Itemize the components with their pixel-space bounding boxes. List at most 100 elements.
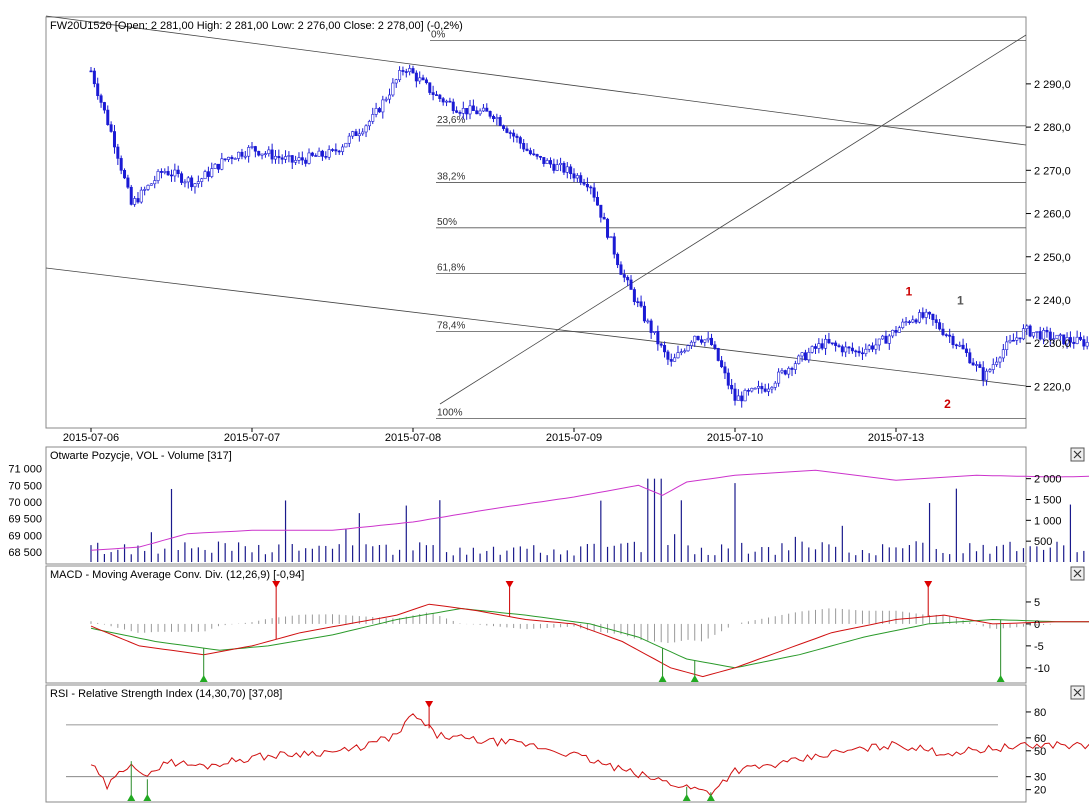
price-candle-body <box>696 335 700 341</box>
price-candle-body <box>92 70 96 85</box>
price-candle-body <box>985 370 989 381</box>
price-candle-body <box>894 329 898 333</box>
price-candle-body <box>743 390 747 402</box>
macd-panel-title: MACD - Moving Average Conv. Div. (12,26,… <box>50 569 304 581</box>
price-candle-body <box>213 163 217 169</box>
price-candle-body <box>243 155 247 158</box>
price-candle-body <box>763 388 767 392</box>
rsi-buy-signal-marker <box>682 794 691 801</box>
price-candle-body <box>820 343 824 349</box>
price-candle-body <box>736 395 740 401</box>
price-candle-body <box>767 388 771 392</box>
price-candle-body <box>267 149 271 154</box>
price-candle-body <box>881 335 885 340</box>
price-candle-body <box>585 183 589 188</box>
price-candle-body <box>106 109 110 125</box>
price-candle-body <box>1025 325 1029 329</box>
price-candle-body <box>200 178 204 182</box>
price-candle-body <box>143 189 147 191</box>
price-candle-body <box>123 169 127 179</box>
price-candle-body <box>431 92 435 95</box>
price-candle-body <box>247 147 251 157</box>
price-candle-body <box>153 180 157 185</box>
price-candle-body <box>297 157 301 161</box>
price-candle-body <box>582 182 586 185</box>
macd-buy-signal-marker <box>658 675 667 682</box>
price-candle-body <box>606 218 610 238</box>
price-candle-body <box>428 82 432 93</box>
price-candle-body <box>377 108 381 113</box>
price-candle-body <box>190 177 194 188</box>
price-candle-body <box>673 357 677 362</box>
price-candle-body <box>840 346 844 353</box>
rsi-close-button[interactable] <box>1070 685 1085 700</box>
macd-lines <box>90 603 1089 678</box>
price-candle-body <box>917 312 921 323</box>
price-candle-body <box>746 390 750 392</box>
price-candle-body <box>535 154 539 157</box>
price-candle-body <box>253 146 257 152</box>
price-candle-body <box>257 150 261 156</box>
price-candle-body <box>716 348 720 361</box>
price-candle-body <box>787 367 791 375</box>
volume-right-tick-label: 500 <box>1034 536 1052 548</box>
price-candle-body <box>837 345 841 347</box>
volume-right-axis: 500 1 000 1 500 2 000 <box>1026 474 1062 548</box>
price-candle-body <box>575 175 579 179</box>
price-candle-body <box>434 94 438 96</box>
price-candle-body <box>612 236 616 255</box>
price-candle-body <box>337 150 341 153</box>
price-candle-body <box>549 160 553 165</box>
price-candle-body <box>770 387 774 390</box>
price-candle-body <box>750 387 754 392</box>
price-candle-body <box>981 367 985 381</box>
price-candle-body <box>284 156 288 160</box>
wave-label: 1 <box>906 285 913 299</box>
price-candle-body <box>904 321 908 323</box>
price-candle-body <box>730 384 734 390</box>
price-candle-body <box>404 71 408 73</box>
macd-y-tick-label: -5 <box>1034 641 1044 653</box>
volume-panel-title: Otwarte Pozycje, VOL - Volume [317] <box>50 450 232 462</box>
price-candle-body <box>760 386 764 390</box>
price-candle-body <box>773 382 777 388</box>
open-interest-line <box>90 469 1089 551</box>
price-candle-body <box>391 82 395 96</box>
price-candle-body <box>616 253 620 266</box>
price-candle-body <box>720 360 724 368</box>
price-candle-body <box>562 163 566 173</box>
price-candle-body <box>659 343 663 346</box>
rsi-signal-markers <box>127 701 715 801</box>
price-candle-body <box>706 337 710 341</box>
price-candle-body <box>441 98 445 103</box>
price-candle-body <box>1042 330 1046 340</box>
price-candle-body <box>173 169 177 177</box>
volume-close-button[interactable] <box>1070 447 1085 462</box>
price-candle-body <box>830 342 834 345</box>
price-x-tick-label: 2015-07-07 <box>224 432 280 444</box>
price-candle-body <box>270 149 274 160</box>
price-candle-body <box>686 345 690 352</box>
macd-close-button[interactable] <box>1070 566 1085 581</box>
volume-right-tick-label: 2 000 <box>1034 474 1062 486</box>
price-candle-body <box>579 175 583 183</box>
price-candle-body <box>290 155 294 163</box>
price-candle-body <box>227 156 231 160</box>
price-candle-body <box>1015 337 1019 341</box>
price-candle-body <box>619 264 623 275</box>
price-candle-body <box>817 343 821 349</box>
price-y-tick-label: 2 250,0 <box>1034 252 1071 264</box>
price-candle-body <box>468 105 472 115</box>
price-candle-body <box>1011 339 1015 342</box>
price-x-axis: 2015-07-06 2015-07-07 2015-07-08 2015-07-09… <box>63 428 924 444</box>
price-candle-body <box>170 174 174 177</box>
volume-left-tick-label: 68 500 <box>8 547 42 559</box>
fib-level-label: 100% <box>437 407 463 418</box>
price-candle-body <box>961 344 965 350</box>
price-y-tick-label: 2 230,0 <box>1034 338 1071 350</box>
price-candle-body <box>196 181 200 184</box>
price-candle-body <box>532 153 536 156</box>
price-candle-body <box>129 186 133 205</box>
price-candle-body <box>646 320 650 323</box>
rsi-panel <box>45 684 1027 803</box>
